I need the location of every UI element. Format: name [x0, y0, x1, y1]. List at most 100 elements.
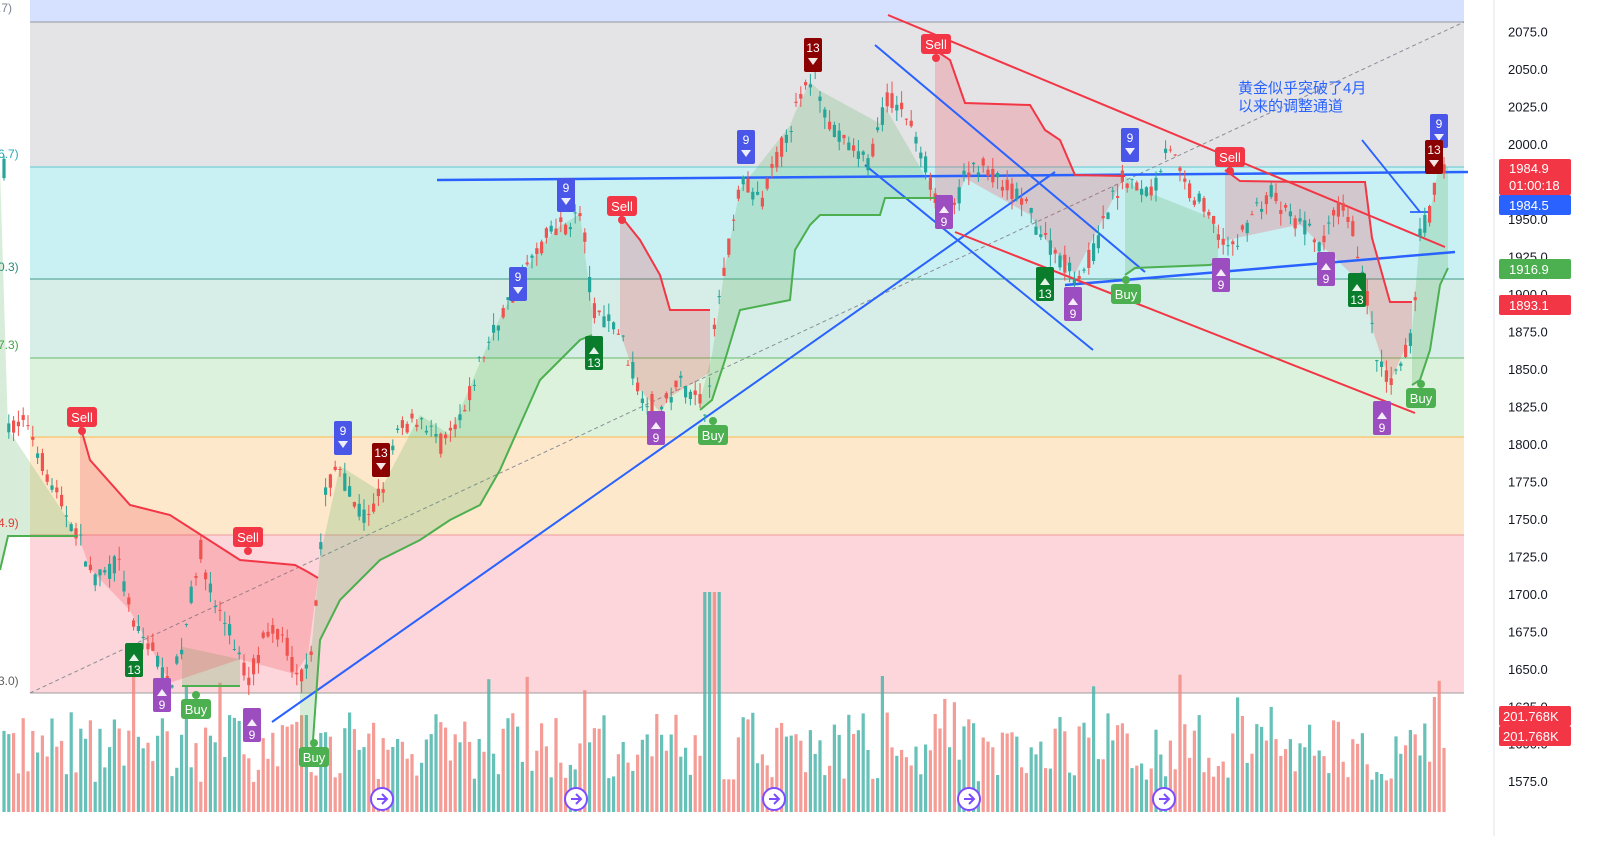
volume-bar: [943, 698, 947, 812]
td-arrow: [589, 347, 599, 354]
candle: [285, 637, 289, 656]
volume-bar: [79, 728, 83, 812]
td-arrow: [1321, 263, 1331, 270]
td-arrow: [129, 654, 139, 661]
volume-bar: [861, 713, 865, 812]
replay-icons[interactable]: [370, 787, 1176, 811]
drawing-lines[interactable]: [271, 14, 1469, 723]
candle: [544, 228, 548, 238]
volume-tag: 201.768K: [1499, 706, 1571, 726]
candle: [679, 375, 683, 378]
replay-icon[interactable]: [957, 787, 981, 811]
candle: [952, 202, 956, 205]
candle: [1159, 171, 1163, 173]
candle: [12, 420, 16, 433]
td-arrow: [1434, 134, 1444, 141]
candle: [237, 652, 241, 655]
volume-bar: [679, 756, 683, 812]
volume-bar: [40, 735, 44, 812]
signal-box: [181, 699, 211, 719]
volume-bar: [1063, 731, 1067, 812]
td-label: 9: [515, 270, 522, 284]
candle: [1010, 183, 1014, 200]
volume-bar: [26, 771, 30, 812]
candle: [1188, 183, 1192, 199]
candle: [324, 487, 328, 495]
candle: [88, 564, 92, 571]
volume-bar: [1423, 723, 1427, 812]
candle: [256, 655, 260, 663]
candle: [477, 357, 481, 359]
volume-bar: [506, 718, 510, 812]
volume-bar: [660, 734, 664, 812]
td-count-marker: 9: [1212, 258, 1230, 292]
volume-bar: [890, 747, 894, 812]
candle: [93, 574, 97, 586]
sell-signal: Sell: [233, 527, 263, 555]
candle: [487, 341, 491, 343]
volume-bar: [828, 765, 832, 812]
volume-bar: [1183, 724, 1187, 812]
volume-bar: [1260, 726, 1264, 812]
volume-bar: [847, 714, 851, 812]
candle: [26, 425, 30, 427]
price-axis[interactable]: 2075.02050.02025.02000.01975.01950.01925…: [1493, 0, 1600, 836]
candle: [784, 134, 788, 143]
trendline-blue: [1361, 139, 1421, 213]
td-box: [557, 178, 575, 212]
candle: [199, 539, 203, 560]
candle: [1149, 186, 1153, 196]
td-label: 13: [374, 446, 388, 460]
candle: [756, 191, 760, 195]
td-label: 9: [743, 133, 750, 147]
replay-icon[interactable]: [564, 787, 588, 811]
candle: [1442, 164, 1446, 174]
volume-bar: [852, 734, 856, 812]
volume-bar: [1005, 733, 1009, 812]
td-label: 9: [1436, 117, 1443, 131]
price-tag-text: 1984.9: [1509, 161, 1549, 176]
volume-bar: [1101, 759, 1105, 812]
volume-bar: [698, 755, 702, 812]
replay-icon[interactable]: [1152, 787, 1176, 811]
volume-bar: [1106, 713, 1110, 812]
axis-tick-label: 1750.0: [1508, 512, 1548, 527]
candle: [693, 390, 697, 395]
signal-label: Sell: [71, 410, 93, 425]
volume-bar: [50, 718, 54, 812]
candle: [1288, 211, 1292, 217]
volume-bar: [1154, 729, 1158, 812]
candle: [1116, 196, 1120, 198]
td-arrow: [651, 422, 661, 429]
volume-bar: [1140, 763, 1144, 812]
volume-bar: [636, 754, 640, 812]
volume-bar: [780, 723, 784, 812]
volume-bar: [554, 718, 558, 812]
replay-icon[interactable]: [762, 787, 786, 811]
td-count-marker: 9: [557, 178, 575, 212]
volume-bar: [693, 735, 697, 812]
candle: [564, 224, 568, 235]
supertrend-fills: [0, 50, 1448, 756]
candle: [1130, 179, 1134, 181]
volume-bar: [1178, 674, 1182, 812]
volume-bar: [492, 753, 496, 812]
volume-bar: [813, 753, 817, 812]
axis-tick-label: 1875.0: [1508, 325, 1548, 340]
candle: [794, 101, 798, 103]
volume-bar: [904, 757, 908, 812]
candle: [1087, 249, 1091, 268]
signal-dot: [709, 417, 717, 425]
volume-bar: [789, 735, 793, 812]
candle: [482, 357, 486, 359]
volume-bar: [972, 723, 976, 812]
replay-icon[interactable]: [370, 787, 394, 811]
volume-bar: [842, 778, 846, 812]
volume-bar: [453, 734, 457, 812]
candle: [69, 524, 73, 531]
trendline-blue: [1064, 250, 1456, 287]
axis-tick-label: 1650.0: [1508, 662, 1548, 677]
candle: [568, 227, 572, 230]
